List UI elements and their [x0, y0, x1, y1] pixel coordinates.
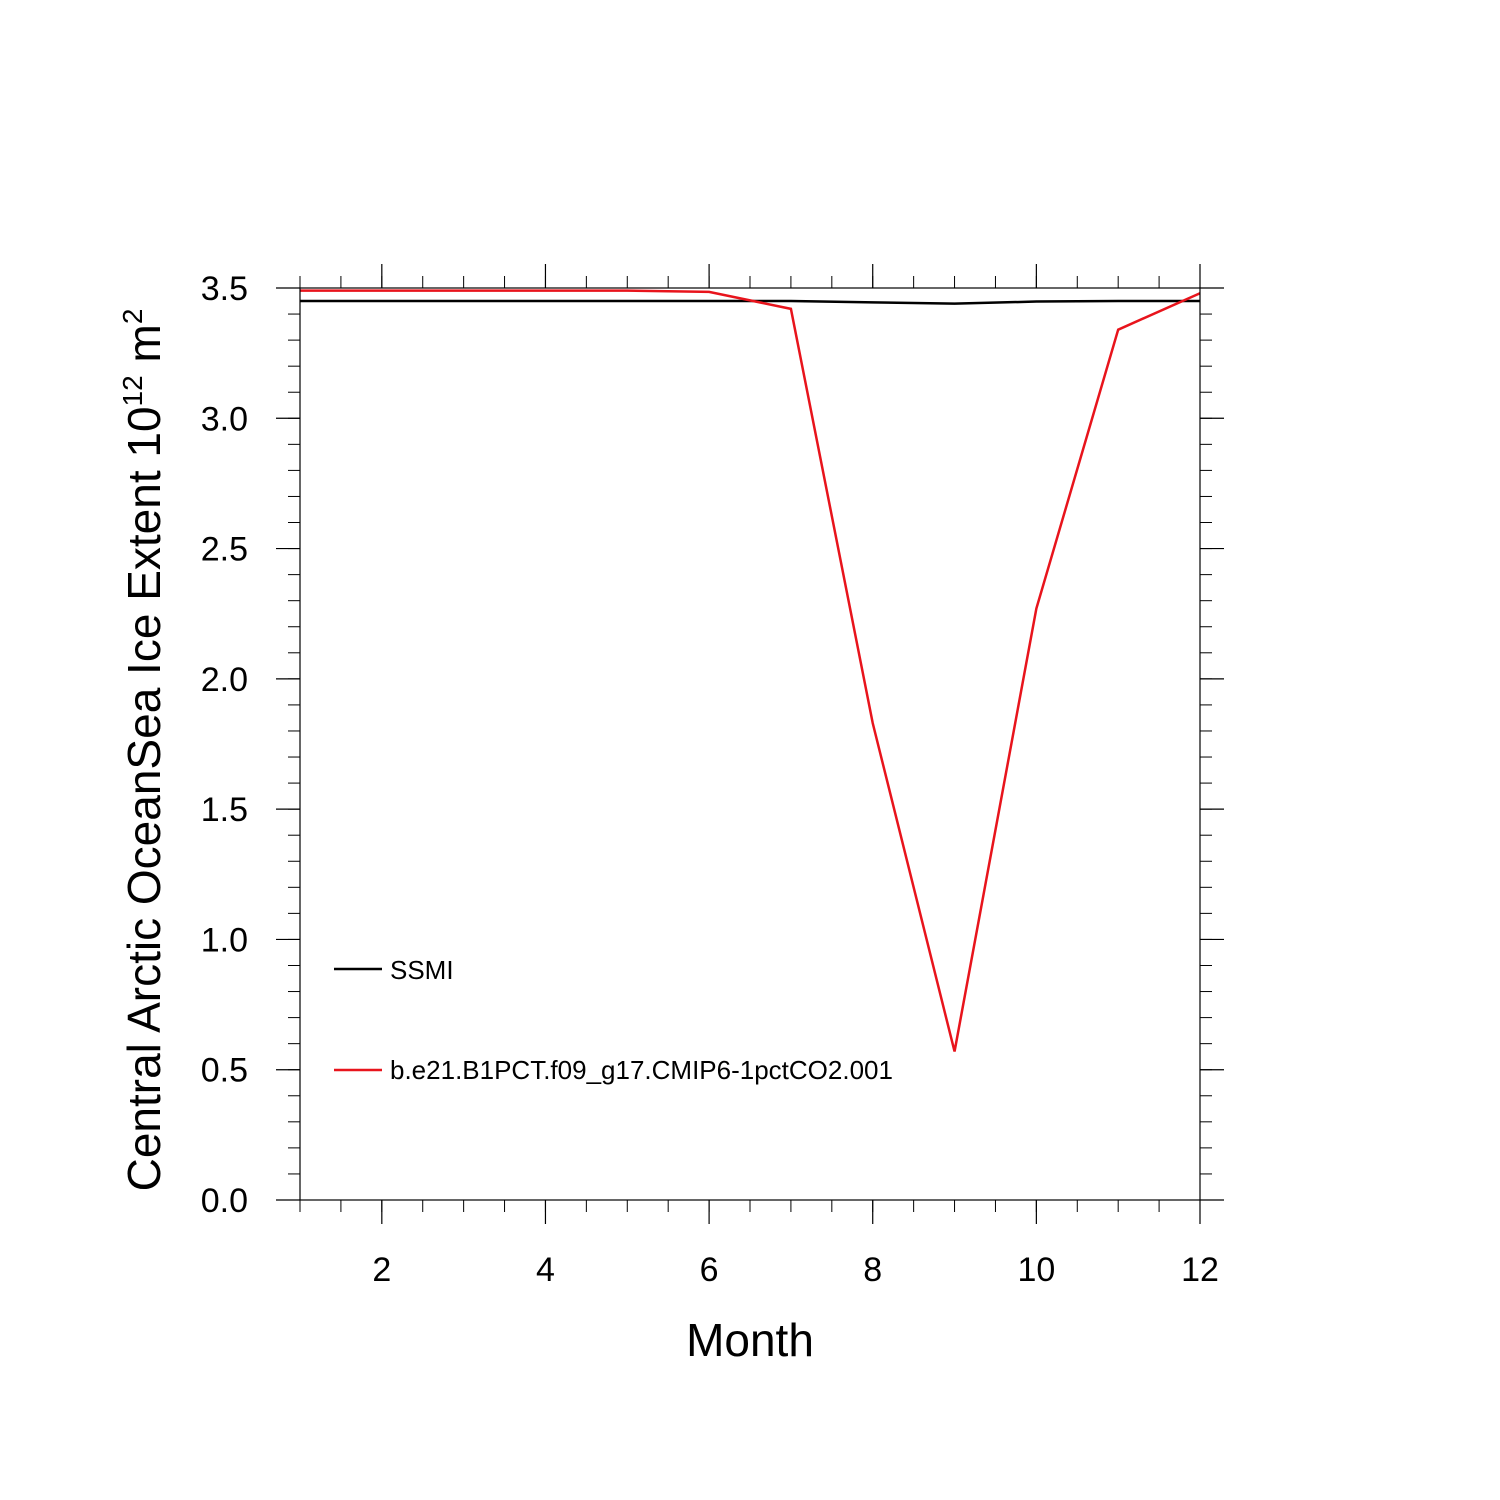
plot-frame [299, 287, 1201, 1201]
y-axis-title-unit: m [118, 324, 170, 375]
y-axis-title-exponent: 12 [117, 375, 148, 406]
y-tick-label: 1.0 [201, 921, 248, 959]
y-axis-title: Central Arctic OceanSea Ice Extent 1012 … [117, 309, 170, 1192]
y-tick-label: 0.0 [201, 1182, 248, 1220]
y-tick-label: 1.5 [201, 791, 248, 829]
legend-label-model: b.e21.B1PCT.f09_g17.CMIP6-1pctCO2.001 [390, 1055, 893, 1085]
legend: SSMI b.e21.B1PCT.f09_g17.CMIP6-1pctCO2.0… [334, 955, 893, 1085]
x-tick-label: 8 [863, 1251, 882, 1289]
x-tick-label: 2 [372, 1251, 391, 1289]
y-tick-label: 0.5 [201, 1052, 248, 1090]
y-tick-label: 2.0 [201, 661, 248, 699]
x-tick-labels: 2 4 6 8 10 12 [372, 1251, 1219, 1289]
legend-label-ssmi: SSMI [390, 955, 454, 985]
y-axis-title-unit-exponent: 2 [117, 309, 148, 325]
y-tick-label: 2.5 [201, 531, 248, 569]
y-tick-label: 3.5 [201, 270, 248, 308]
y-axis-title-main: Central Arctic OceanSea Ice Extent 10 [118, 406, 170, 1191]
series-layer [300, 289, 1201, 1052]
series-line-model [300, 289, 1201, 1052]
x-tick-label: 4 [536, 1251, 555, 1289]
x-tick-label: 10 [1017, 1251, 1055, 1289]
major-ticks [276, 264, 1224, 1224]
x-tick-label: 12 [1181, 1251, 1219, 1289]
y-tick-label: 3.0 [201, 400, 248, 438]
x-tick-label: 6 [700, 1251, 719, 1289]
x-axis-title: Month [686, 1314, 814, 1366]
y-tick-labels: 0.0 0.5 1.0 1.5 2.0 2.5 3.0 3.5 [201, 270, 248, 1220]
